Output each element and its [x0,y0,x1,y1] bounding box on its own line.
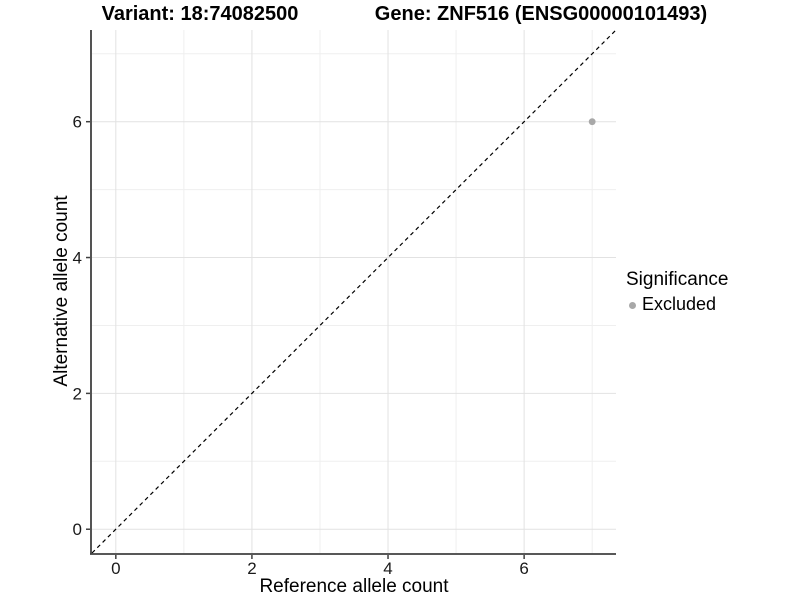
y-tick-label: 4 [73,249,82,268]
y-axis-title: Alternative allele count [51,195,72,387]
legend-title: Significance [626,269,729,290]
y-tick-label: 6 [73,113,82,132]
x-tick-label: 0 [111,559,120,578]
identity-dashed-line [91,29,617,554]
legend: Significance Excluded [626,269,728,315]
plot-title-gene: Gene: ZNF516 (ENSG00000101493) [374,3,708,25]
legend-item-excluded: Excluded [626,294,728,315]
y-tick-label: 0 [73,520,82,539]
x-tick-label: 4 [383,559,392,578]
x-axis-title: Reference allele count [259,576,449,597]
legend-point-icon [629,302,636,309]
y-tick-label: 2 [73,384,82,403]
x-tick-label: 2 [247,559,256,578]
x-tick-label: 6 [519,559,528,578]
plot-title-variant: Variant: 18:74082500 [101,3,299,25]
legend-item-label: Excluded [642,294,717,314]
data-point [588,118,596,126]
